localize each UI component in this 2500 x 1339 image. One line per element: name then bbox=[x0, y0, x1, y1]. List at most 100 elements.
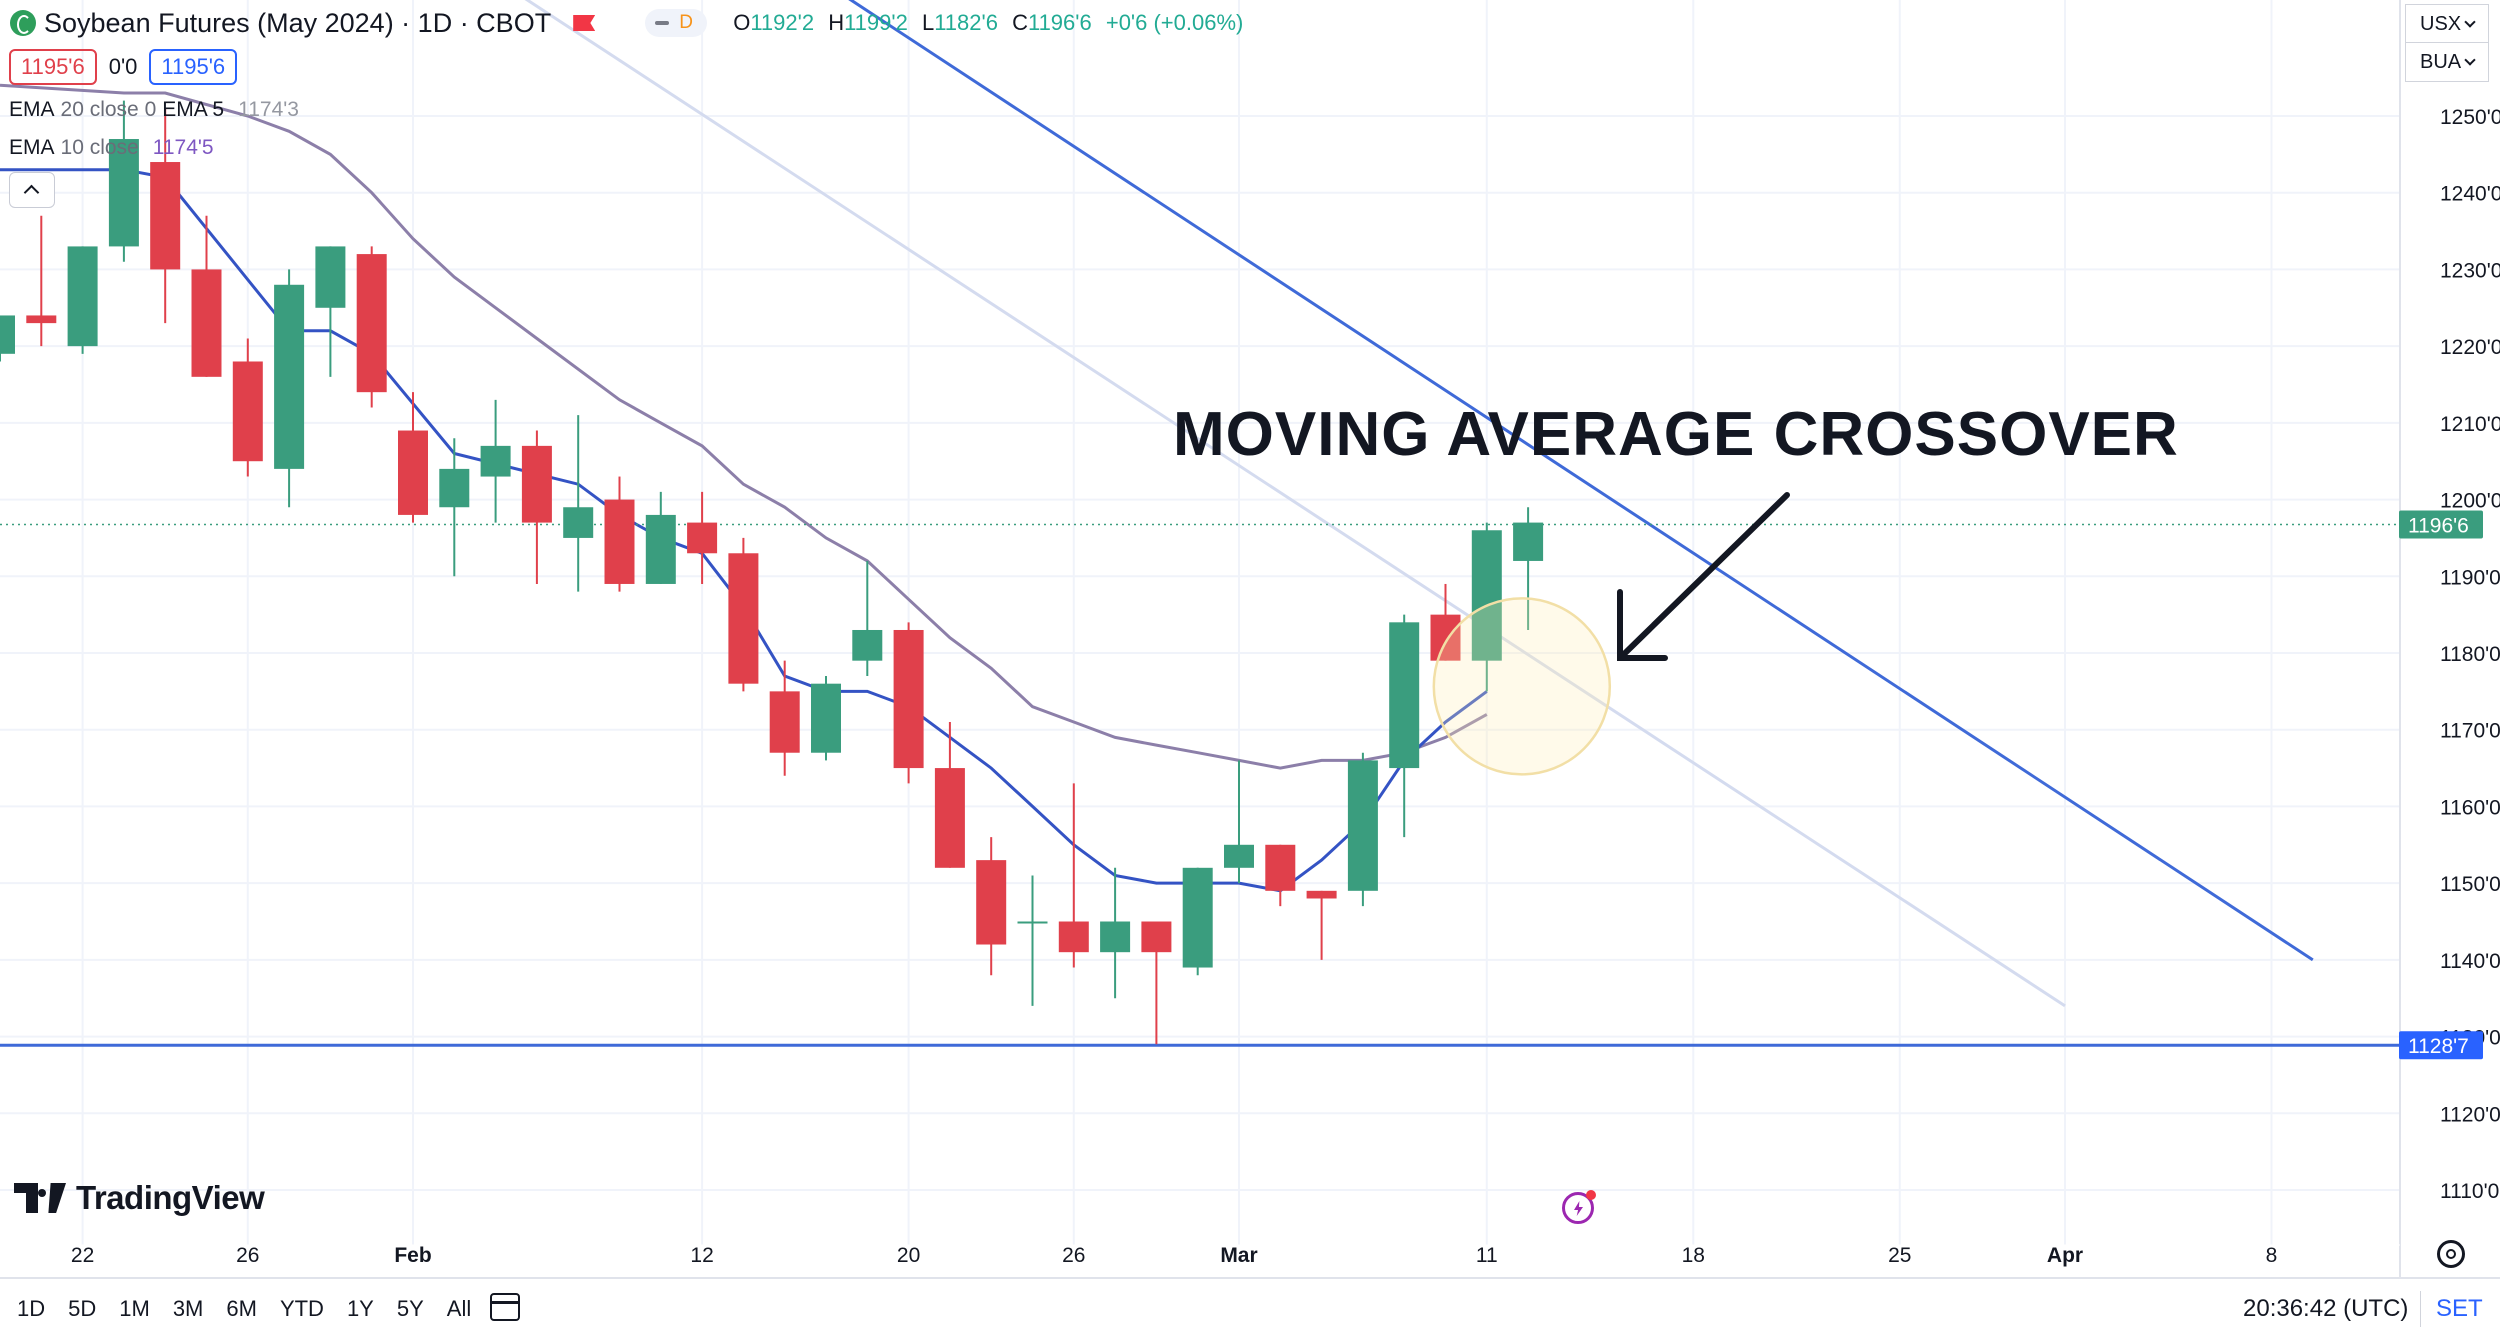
candle bbox=[811, 676, 841, 761]
y-tick-label: 1220'0 bbox=[2440, 336, 2500, 359]
candle-body bbox=[811, 683, 841, 753]
symbol-title[interactable]: Soybean Futures (May 2024) · 1D · CBOT bbox=[44, 7, 552, 38]
tradingview-wordmark: TradingView bbox=[76, 1179, 265, 1216]
annotation-text: MOVING AVERAGE CROSSOVER bbox=[1173, 400, 2179, 469]
candle-body bbox=[1471, 530, 1502, 661]
candle bbox=[687, 491, 718, 584]
candle bbox=[1141, 921, 1172, 1045]
tradingview-logo-icon bbox=[14, 1183, 66, 1213]
candle bbox=[1100, 867, 1131, 999]
range-all[interactable]: All bbox=[446, 1296, 472, 1321]
range-ytd[interactable]: YTD bbox=[279, 1296, 324, 1321]
candle-body bbox=[1430, 614, 1461, 661]
candle bbox=[1471, 522, 1502, 692]
y-tick-label: 1160'0 bbox=[2440, 796, 2500, 819]
x-tick-label: 22 bbox=[71, 1244, 94, 1267]
y-tick-label: 1200'0 bbox=[2440, 490, 2500, 513]
x-tick-label: 12 bbox=[690, 1244, 713, 1267]
chart-header: Soybean Futures (May 2024) · 1D · CBOT D… bbox=[0, 0, 1243, 46]
candle bbox=[108, 100, 139, 262]
range-1d[interactable]: 1D bbox=[17, 1296, 46, 1321]
candle bbox=[1224, 760, 1254, 884]
range-1y[interactable]: 1Y bbox=[346, 1296, 374, 1321]
candle bbox=[976, 837, 1007, 976]
ema-10-line bbox=[0, 168, 1488, 893]
y-tick-label: 1190'0 bbox=[2440, 566, 2500, 589]
range-3m[interactable]: 3M bbox=[172, 1296, 204, 1321]
candle-body bbox=[232, 361, 263, 462]
candle bbox=[398, 392, 428, 523]
candle bbox=[893, 622, 924, 784]
range-5d[interactable]: 5D bbox=[68, 1296, 97, 1321]
candle bbox=[645, 491, 676, 584]
lower-trendline bbox=[524, 0, 2066, 1008]
price-axis-bg bbox=[2400, 0, 2500, 1277]
candle bbox=[604, 476, 635, 592]
y-tick-label: 1250'0 bbox=[2440, 106, 2500, 129]
candle-body bbox=[769, 691, 800, 753]
range-6m[interactable]: 6M bbox=[226, 1296, 257, 1321]
candle bbox=[521, 430, 552, 584]
candle-body bbox=[108, 139, 139, 247]
toolbar-divider bbox=[2420, 1291, 2421, 1327]
candle bbox=[480, 399, 511, 523]
candle-body bbox=[563, 507, 594, 538]
change-value: +0'6 (+0.06%) bbox=[1105, 10, 1244, 35]
x-tick-label: 26 bbox=[1062, 1244, 1085, 1267]
range-1m[interactable]: 1M bbox=[119, 1296, 150, 1321]
candle bbox=[1430, 583, 1461, 661]
data-status-pill[interactable]: D bbox=[645, 9, 708, 37]
annotation-arrow-head bbox=[1617, 589, 1668, 661]
candle bbox=[934, 722, 965, 868]
candle-body bbox=[687, 522, 718, 554]
candle-body bbox=[1017, 921, 1048, 924]
candle-body bbox=[976, 860, 1007, 945]
annotation-arrow-shaft bbox=[1617, 492, 1790, 661]
candle bbox=[67, 246, 98, 354]
utc-clock[interactable]: 20:36:42 (UTC) bbox=[2243, 1295, 2409, 1322]
x-tick-label: 18 bbox=[1682, 1244, 1705, 1267]
candle bbox=[1058, 783, 1089, 968]
candle bbox=[1513, 507, 1544, 630]
candle bbox=[150, 108, 181, 324]
indicator-ema-10[interactable]: EMA 10 close 1174'5 bbox=[9, 136, 214, 159]
open-value: 1192'2 bbox=[750, 10, 815, 35]
symbol-logo-icon[interactable] bbox=[10, 10, 36, 36]
candle bbox=[1306, 890, 1337, 960]
candle bbox=[1389, 614, 1420, 838]
y-tick-label: 1180'0 bbox=[2440, 643, 2500, 666]
settings-gear-icon[interactable] bbox=[2437, 1240, 2465, 1268]
y-tick-label: 1140'0 bbox=[2440, 950, 2500, 973]
range-5y[interactable]: 5Y bbox=[396, 1296, 424, 1321]
tradingview-logo[interactable]: TradingView bbox=[14, 1178, 265, 1218]
sell-button[interactable]: 1195'6 bbox=[9, 49, 97, 85]
candle-body bbox=[521, 445, 552, 523]
ema-20-line bbox=[0, 83, 1488, 770]
candle bbox=[26, 215, 57, 347]
go-to-date-calendar-icon[interactable] bbox=[490, 1293, 520, 1321]
y-tick-label: 1230'0 bbox=[2440, 259, 2500, 282]
candle bbox=[356, 246, 387, 408]
y-tick-label: 1110'0 bbox=[2440, 1180, 2499, 1203]
x-tick-label: Mar bbox=[1220, 1244, 1257, 1267]
candle-body bbox=[1100, 921, 1131, 953]
candle-body bbox=[1058, 921, 1089, 953]
candle bbox=[1017, 875, 1048, 1006]
settings-button[interactable]: SET bbox=[2436, 1295, 2483, 1322]
delayed-badge: D bbox=[679, 12, 693, 33]
candle-body bbox=[1306, 890, 1337, 899]
x-tick-label: 8 bbox=[2266, 1244, 2278, 1267]
candle-body bbox=[439, 468, 470, 508]
unit-select[interactable]: BUA bbox=[2405, 42, 2489, 82]
collapse-legend-button[interactable] bbox=[9, 172, 55, 208]
x-tick-label: 26 bbox=[236, 1244, 259, 1267]
buy-button[interactable]: 1195'6 bbox=[149, 49, 238, 85]
currency-select[interactable]: USX bbox=[2405, 4, 2489, 44]
bottom-toolbar: 1D 5D 1M 3M 6M YTD 1Y 5Y All 20:36:42 (U… bbox=[0, 1277, 2500, 1339]
flag-icon[interactable] bbox=[573, 15, 596, 31]
indicator-ema-20[interactable]: EMA 20 close 0 EMA 5 1174'3 bbox=[9, 98, 299, 121]
candle-body bbox=[1513, 522, 1544, 561]
ohlc-values: O1192'2 H1199'2 L1182'6 C1196'6 +0'6 (+0… bbox=[733, 10, 1244, 35]
flash-alert-icon[interactable] bbox=[1562, 1190, 1596, 1224]
